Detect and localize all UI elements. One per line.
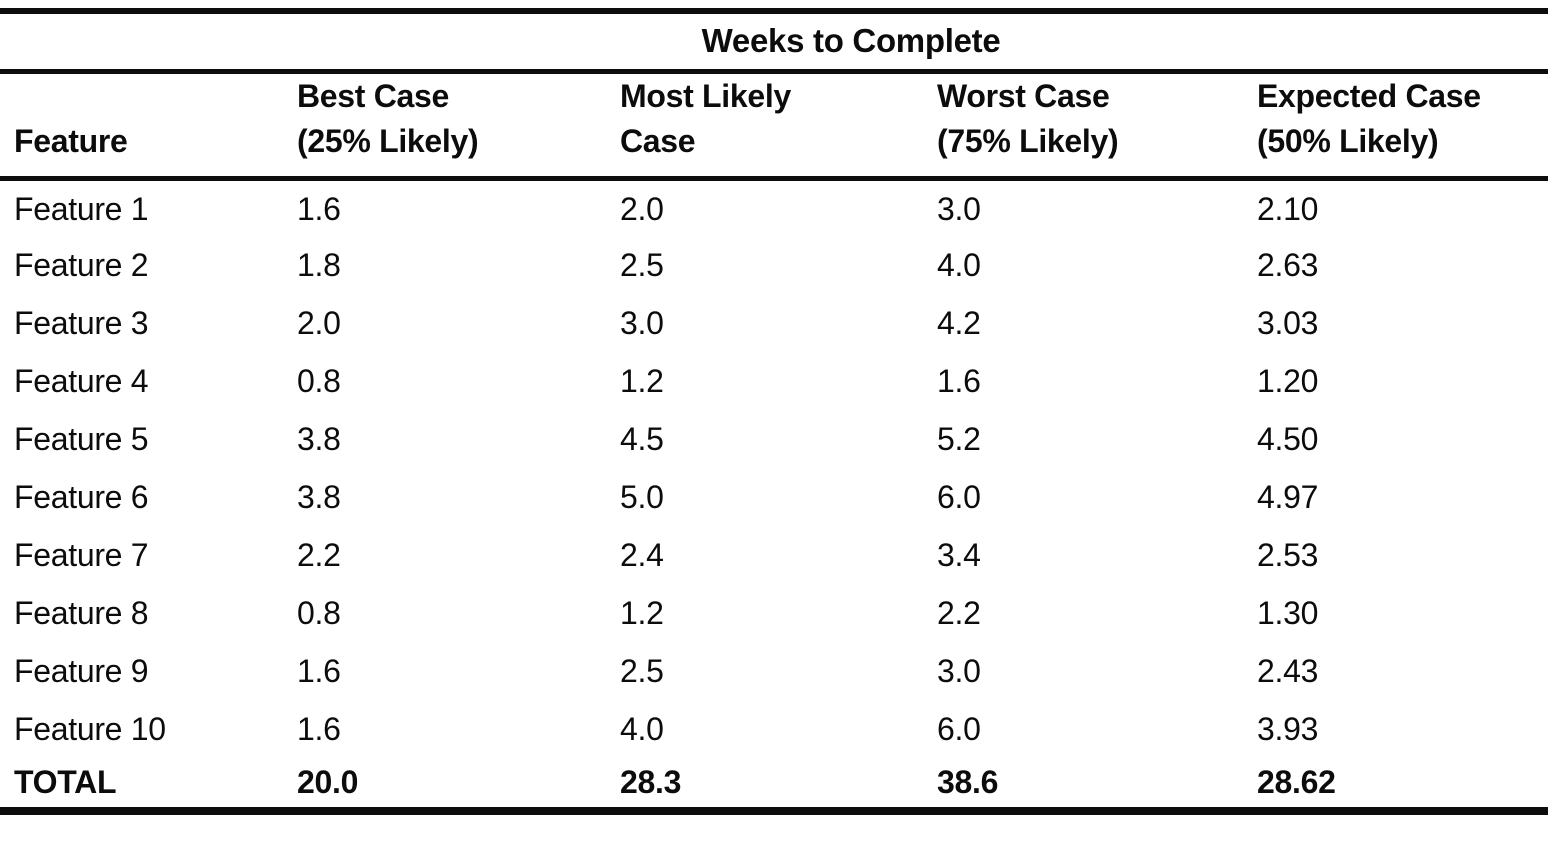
- cell-most-likely: 4.5: [620, 421, 664, 458]
- cell-total-worst: 38.6: [937, 764, 999, 801]
- table-row: Feature 2 1.8 2.5 4.0 2.63: [0, 237, 1548, 295]
- cell-expected-case: 2.53: [1257, 537, 1319, 574]
- table-row: Feature 7 2.2 2.4 3.4 2.53: [0, 527, 1548, 585]
- cell-total-label: TOTAL: [14, 764, 117, 801]
- cell-best-case: 3.8: [297, 479, 341, 516]
- cell-worst-case: 3.0: [937, 190, 981, 227]
- cell-worst-case: 2.2: [937, 595, 981, 632]
- cell-feature: Feature 10: [14, 711, 166, 748]
- cell-best-case: 1.6: [297, 653, 341, 690]
- cell-most-likely: 5.0: [620, 479, 664, 516]
- span-header-title: Weeks to Complete: [701, 22, 1001, 60]
- table-row: Feature 6 3.8 5.0 6.0 4.97: [0, 469, 1548, 527]
- column-header-line1: Best Case: [297, 77, 450, 114]
- column-header-line2: (25% Likely): [297, 122, 479, 159]
- cell-most-likely: 1.2: [620, 363, 664, 400]
- table-row: Feature 1 1.6 2.0 3.0 2.10: [0, 179, 1548, 237]
- cell-feature: Feature 9: [14, 653, 149, 690]
- cell-expected-case: 2.10: [1257, 190, 1319, 227]
- column-header-line1: Expected Case: [1257, 77, 1481, 114]
- cell-most-likely: 2.5: [620, 653, 664, 690]
- cell-expected-case: 2.63: [1257, 247, 1319, 284]
- column-header-best-case: Best Case (25% Likely): [290, 71, 615, 179]
- column-header-most-likely-case: Most Likely Case: [615, 71, 930, 179]
- table-row: Feature 5 3.8 4.5 5.2 4.50: [0, 411, 1548, 469]
- cell-expected-case: 4.50: [1257, 421, 1319, 458]
- cell-best-case: 1.8: [297, 247, 341, 284]
- cell-expected-case: 1.30: [1257, 595, 1319, 632]
- cell-expected-case: 2.43: [1257, 653, 1319, 690]
- cell-total-most-likely: 28.3: [620, 764, 682, 801]
- cell-feature: Feature 7: [14, 537, 149, 574]
- cell-feature: Feature 8: [14, 595, 149, 632]
- cell-total-expected: 28.62: [1257, 764, 1336, 801]
- cell-best-case: 2.2: [297, 537, 341, 574]
- column-header-line1: Worst Case: [937, 77, 1110, 114]
- cell-expected-case: 3.03: [1257, 305, 1319, 342]
- table-header: Weeks to Complete Feature Best Case (25%…: [0, 11, 1548, 179]
- cell-most-likely: 2.5: [620, 247, 664, 284]
- cell-best-case: 1.6: [297, 190, 341, 227]
- column-header-worst-case: Worst Case (75% Likely): [930, 71, 1250, 179]
- cell-worst-case: 5.2: [937, 421, 981, 458]
- cell-expected-case: 3.93: [1257, 711, 1319, 748]
- table-body: Feature 1 1.6 2.0 3.0 2.10 Feature 2 1.8…: [0, 179, 1548, 811]
- table-row: Feature 3 2.0 3.0 4.2 3.03: [0, 295, 1548, 353]
- cell-total-best: 20.0: [297, 764, 359, 801]
- column-header-expected-case: Expected Case (50% Likely): [1250, 71, 1548, 179]
- table-row: Feature 8 0.8 1.2 2.2 1.30: [0, 585, 1548, 643]
- column-header-line1: Most Likely: [620, 77, 791, 114]
- cell-feature: Feature 4: [14, 363, 149, 400]
- table-row: Feature 9 1.6 2.5 3.0 2.43: [0, 643, 1548, 701]
- cell-most-likely: 3.0: [620, 305, 664, 342]
- column-header-line1: Feature: [14, 122, 128, 159]
- cell-feature: Feature 6: [14, 479, 149, 516]
- cell-worst-case: 3.0: [937, 653, 981, 690]
- cell-worst-case: 1.6: [937, 363, 981, 400]
- estimation-table: Weeks to Complete Feature Best Case (25%…: [0, 8, 1548, 815]
- table-row: Feature 4 0.8 1.2 1.6 1.20: [0, 353, 1548, 411]
- cell-best-case: 0.8: [297, 595, 341, 632]
- cell-expected-case: 4.97: [1257, 479, 1319, 516]
- cell-feature: Feature 3: [14, 305, 149, 342]
- column-header-feature: Feature: [0, 71, 290, 179]
- cell-worst-case: 4.0: [937, 247, 981, 284]
- cell-best-case: 3.8: [297, 421, 341, 458]
- cell-best-case: 2.0: [297, 305, 341, 342]
- column-header-line2: (75% Likely): [937, 122, 1119, 159]
- column-header-line2: Case: [620, 122, 696, 159]
- cell-best-case: 1.6: [297, 711, 341, 748]
- cell-worst-case: 3.4: [937, 537, 981, 574]
- cell-most-likely: 4.0: [620, 711, 664, 748]
- total-row: TOTAL 20.0 28.3 38.6 28.62: [0, 759, 1548, 811]
- cell-worst-case: 6.0: [937, 711, 981, 748]
- cell-most-likely: 2.0: [620, 190, 664, 227]
- cell-feature: Feature 5: [14, 421, 149, 458]
- cell-best-case: 0.8: [297, 363, 341, 400]
- cell-feature: Feature 1: [14, 190, 149, 227]
- cell-worst-case: 6.0: [937, 479, 981, 516]
- cell-most-likely: 1.2: [620, 595, 664, 632]
- cell-most-likely: 2.4: [620, 537, 664, 574]
- column-header-line2: (50% Likely): [1257, 122, 1439, 159]
- cell-expected-case: 1.20: [1257, 363, 1319, 400]
- column-header-row: Feature Best Case (25% Likely) Most Like…: [0, 71, 1548, 179]
- cell-worst-case: 4.2: [937, 305, 981, 342]
- table-row: Feature 10 1.6 4.0 6.0 3.93: [0, 701, 1548, 759]
- span-header-row: Weeks to Complete: [0, 11, 1548, 71]
- cell-feature: Feature 2: [14, 247, 149, 284]
